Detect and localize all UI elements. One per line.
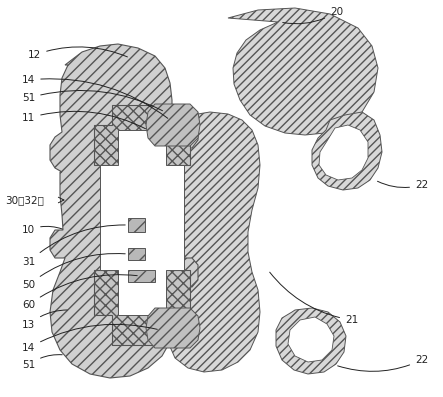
Polygon shape: [276, 308, 346, 374]
Polygon shape: [146, 104, 200, 146]
Text: 50: 50: [22, 254, 125, 290]
Text: 21: 21: [270, 272, 358, 325]
Text: 12: 12: [28, 47, 128, 60]
Polygon shape: [288, 317, 334, 362]
Polygon shape: [94, 105, 190, 345]
Text: 22: 22: [377, 180, 428, 190]
Polygon shape: [228, 8, 378, 135]
Polygon shape: [312, 112, 382, 190]
Text: 14: 14: [22, 75, 168, 118]
Text: 60: 60: [22, 275, 137, 310]
Text: 30（32）: 30（32）: [5, 195, 44, 205]
Text: 51: 51: [22, 91, 163, 111]
Polygon shape: [128, 270, 155, 282]
Text: 22: 22: [338, 355, 428, 371]
Polygon shape: [128, 218, 145, 232]
Text: 11: 11: [22, 111, 146, 129]
Text: 14: 14: [22, 324, 157, 353]
Text: 51: 51: [22, 355, 62, 370]
Text: 13: 13: [22, 310, 67, 330]
Polygon shape: [146, 308, 200, 348]
Polygon shape: [100, 130, 184, 315]
Text: 31: 31: [22, 225, 125, 267]
Polygon shape: [50, 44, 198, 378]
Text: 20: 20: [283, 7, 343, 24]
Polygon shape: [165, 112, 260, 372]
Polygon shape: [128, 248, 145, 260]
Text: 10: 10: [22, 225, 62, 235]
Polygon shape: [319, 125, 368, 180]
